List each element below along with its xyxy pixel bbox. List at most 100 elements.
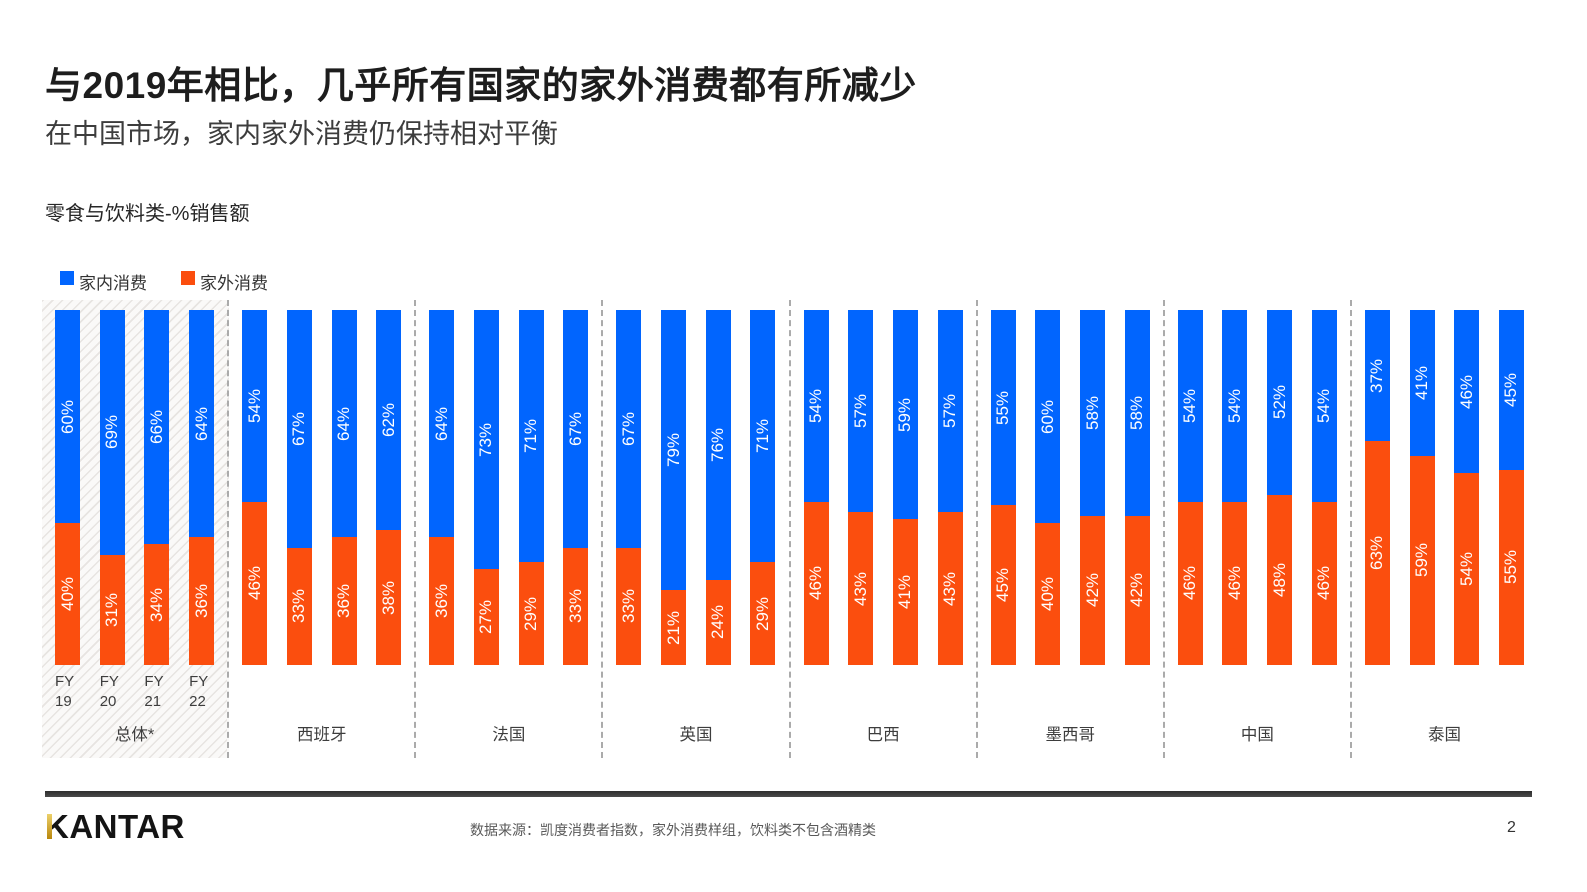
chart-group-4: 54% 46% 57% 43% 59% 41% 57% 43% 巴西 (791, 300, 978, 758)
out-of-home-segment: 46% (803, 501, 829, 665)
data-source-note: 数据来源：凯度消费者指数，家外消费样组，饮料类不包含酒精类 (470, 822, 876, 838)
in-home-segment: 55% (990, 310, 1016, 506)
stacked-bar: 58% 42% (1080, 310, 1106, 665)
in-home-segment: 64% (331, 310, 357, 538)
stacked-bar: 64% 36% (189, 310, 215, 665)
legend-label-out-of-home: 家外消费 (200, 274, 268, 293)
in-home-value-label: 54% (244, 388, 264, 423)
chart-group-6: 54% 46% 54% 46% 52% 48% 54% 46% 中国 (1165, 300, 1352, 758)
legend-item-out-of-home: 家外消费 (181, 269, 268, 294)
out-of-home-segment: 54% (1454, 473, 1480, 665)
out-of-home-value-label: 27% (476, 600, 496, 635)
group-label: 中国 (1240, 726, 1274, 744)
in-home-value-label: 67% (565, 411, 585, 446)
legend-label-in-home: 家内消费 (79, 274, 147, 293)
out-of-home-value-label: 29% (752, 596, 772, 631)
out-of-home-value-label: 36% (191, 584, 211, 619)
stacked-bar: 76% 24% (705, 310, 731, 665)
logo-gold-accent (47, 814, 52, 839)
out-of-home-value-label: 43% (850, 571, 870, 606)
out-of-home-value-label: 43% (940, 571, 960, 606)
in-home-segment: 67% (563, 310, 589, 548)
stacked-bar: 54% 46% (803, 310, 829, 665)
out-of-home-segment: 48% (1267, 494, 1293, 665)
in-home-value-label: 58% (1127, 395, 1147, 430)
bar-row: 67% 33% 79% 21% 76% 24% 71% 29% (603, 310, 788, 665)
stacked-bar: 71% 29% (750, 310, 776, 665)
stacked-bar: 45% 55% (1498, 310, 1524, 665)
stacked-bar: 54% 46% (1311, 310, 1337, 665)
out-of-home-value-label: 41% (895, 575, 915, 610)
out-of-home-segment: 38% (376, 530, 402, 665)
stacked-bar: 79% 21% (661, 310, 687, 665)
out-of-home-segment: 46% (1222, 501, 1248, 665)
in-home-value-label: 79% (663, 433, 683, 468)
stacked-bar: 73% 27% (473, 310, 499, 665)
in-home-value-label: 55% (993, 390, 1013, 425)
page-title: 与2019年相比，几乎所有国家的家外消费都有所减少 (45, 65, 917, 106)
out-of-home-value-label: 46% (1180, 566, 1200, 601)
legend-item-in-home: 家内消费 (60, 269, 147, 294)
stacked-bar: 64% 36% (429, 310, 455, 665)
in-home-segment: 64% (189, 310, 215, 538)
chart-metric-label: 零食与饮料类-%销售额 (45, 203, 250, 225)
stacked-bar: 64% 36% (331, 310, 357, 665)
out-of-home-value-label: 36% (431, 584, 451, 619)
out-of-home-segment: 59% (1409, 455, 1435, 665)
in-home-segment: 79% (661, 310, 687, 591)
in-home-segment: 54% (1177, 310, 1203, 502)
out-of-home-value-label: 54% (1456, 552, 1476, 587)
chart-group-2: 64% 36% 73% 27% 71% 29% 67% 33% 法国 (416, 300, 604, 758)
chart-group-1: 54% 46% 67% 33% 64% 36% 62% 38% 西班牙 (229, 300, 417, 758)
kantar-logo: KANTAR (45, 808, 185, 846)
stacked-bar: 69% 31% (99, 310, 125, 665)
in-home-value-label: 46% (1456, 374, 1476, 409)
footer-divider (45, 791, 1532, 797)
in-home-segment: 71% (750, 310, 776, 563)
fiscal-year-label: FY 21 (144, 673, 164, 710)
stacked-bar: 52% 48% (1267, 310, 1293, 665)
bar-row: 54% 46% 57% 43% 59% 41% 57% 43% (791, 310, 976, 665)
in-home-segment: 37% (1364, 310, 1390, 442)
out-of-home-value-label: 46% (244, 566, 264, 601)
fiscal-year-label: FY 22 (189, 673, 209, 710)
out-of-home-segment: 43% (848, 512, 874, 665)
out-of-home-value-label: 42% (1082, 573, 1102, 608)
out-of-home-swatch-icon (181, 271, 195, 285)
in-home-value-label: 71% (521, 419, 541, 454)
in-home-value-label: 62% (378, 403, 398, 438)
out-of-home-segment: 42% (1080, 515, 1106, 665)
stacked-bar: 60% 40% (1035, 310, 1061, 665)
stacked-bar: 67% 33% (616, 310, 642, 665)
stacked-bar: 57% 43% (937, 310, 963, 665)
out-of-home-value-label: 33% (618, 589, 638, 624)
out-of-home-segment: 29% (518, 562, 544, 665)
in-home-value-label: 73% (476, 422, 496, 457)
stacked-bar: 62% 38% (376, 310, 402, 665)
in-home-value-label: 64% (431, 406, 451, 441)
in-home-value-label: 60% (1037, 399, 1057, 434)
out-of-home-segment: 46% (242, 501, 268, 665)
out-of-home-value-label: 59% (1412, 543, 1432, 578)
fiscal-year-label: FY 19 (55, 673, 75, 710)
bar-row: 55% 45% 60% 40% 58% 42% 58% 42% (978, 310, 1163, 665)
stacked-bar: 54% 46% (1222, 310, 1248, 665)
stacked-bar: 71% 29% (518, 310, 544, 665)
out-of-home-segment: 40% (1035, 523, 1061, 665)
out-of-home-value-label: 46% (1314, 566, 1334, 601)
out-of-home-segment: 36% (189, 537, 215, 665)
chart-group-3: 67% 33% 79% 21% 76% 24% 71% 29% 英国 (603, 300, 791, 758)
out-of-home-value-label: 36% (334, 584, 354, 619)
stacked-bar: 67% 33% (563, 310, 589, 665)
stacked-bar: 54% 46% (1177, 310, 1203, 665)
in-home-segment: 71% (518, 310, 544, 563)
in-home-segment: 58% (1080, 310, 1106, 516)
in-home-value-label: 37% (1367, 358, 1387, 393)
logo-text: KANTAR (45, 808, 185, 845)
legend: 家内消费 家外消费 (60, 269, 268, 294)
stacked-bar: 41% 59% (1409, 310, 1435, 665)
in-home-value-label: 64% (191, 406, 211, 441)
in-home-segment: 54% (803, 310, 829, 502)
group-label: 泰国 (1427, 726, 1461, 744)
stacked-bar: 67% 33% (286, 310, 312, 665)
